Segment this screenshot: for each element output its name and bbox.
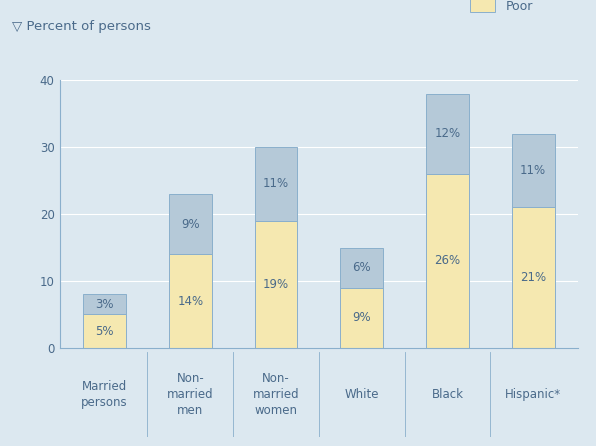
Bar [512,207,554,348]
Text: 19%: 19% [263,278,289,291]
Text: 21%: 21% [520,271,546,284]
Text: 6%: 6% [352,261,371,274]
Bar [254,147,297,221]
Bar [169,194,212,254]
Text: 3%: 3% [95,298,114,311]
Bar [426,94,469,174]
Text: ▽ Percent of persons: ▽ Percent of persons [12,20,151,33]
Bar [254,221,297,348]
Text: Non-
married
men: Non- married men [167,372,213,417]
Text: 12%: 12% [434,127,461,140]
Text: 26%: 26% [434,254,461,268]
Bar [512,134,554,207]
Text: Non-
married
women: Non- married women [253,372,299,417]
Bar [340,288,383,348]
Text: Hispanic*: Hispanic* [505,388,561,401]
Text: 14%: 14% [177,294,203,308]
Text: White: White [344,388,379,401]
Text: 9%: 9% [181,218,200,231]
Legend: Near Poor, Poor: Near Poor, Poor [465,0,572,18]
Bar [426,174,469,348]
Text: Married
persons: Married persons [81,380,128,409]
Text: Black: Black [432,388,464,401]
Text: 11%: 11% [263,178,289,190]
Bar [169,254,212,348]
Bar [83,314,126,348]
Bar [83,294,126,314]
Text: 9%: 9% [352,311,371,324]
Text: 5%: 5% [95,325,114,338]
Bar [340,248,383,288]
Text: 11%: 11% [520,164,546,177]
